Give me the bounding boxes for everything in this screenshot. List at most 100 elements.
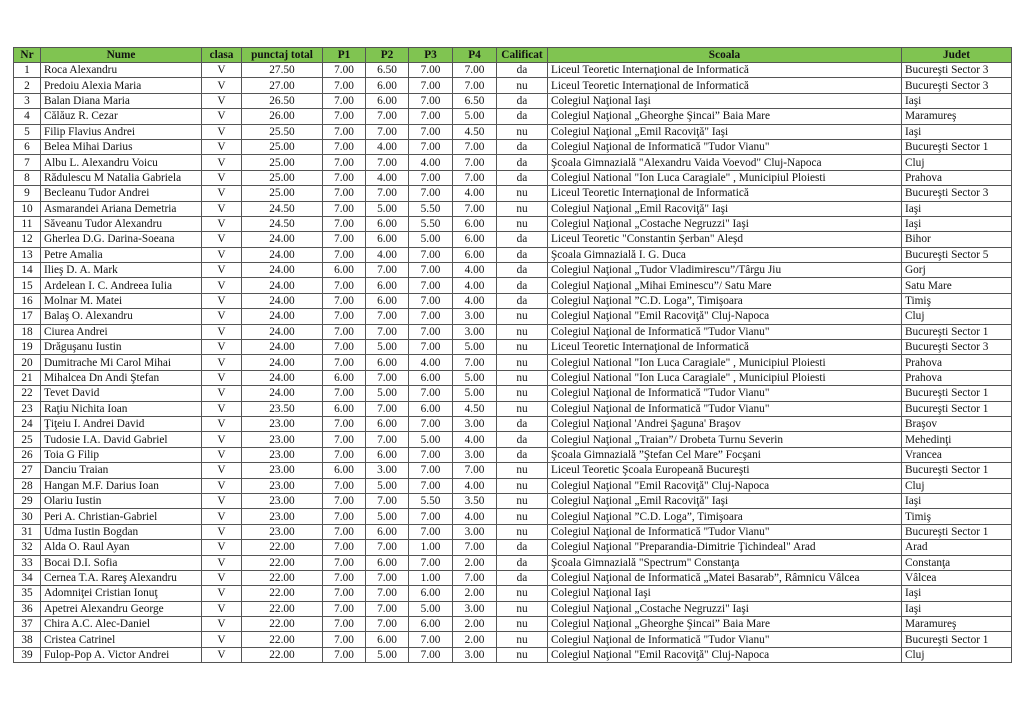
cell-county: Iaşi xyxy=(901,492,1012,510)
cell-p2: 7.00 xyxy=(365,539,409,556)
cell-county: Bucureşti Sector 1 xyxy=(901,523,1012,541)
cell-class: V xyxy=(201,154,242,171)
cell-class: V xyxy=(201,616,242,633)
cell-qualified: da xyxy=(496,292,548,310)
cell-p4: 7.00 xyxy=(452,354,497,371)
cell-county: Bucureşti Sector 1 xyxy=(901,462,1012,479)
column-header-county: Judet xyxy=(901,47,1012,63)
cell-p2: 6.00 xyxy=(365,77,409,94)
cell-class: V xyxy=(201,61,242,79)
cell-nr: 22 xyxy=(13,385,41,402)
cell-class: V xyxy=(201,446,242,464)
cell-p4: 5.00 xyxy=(452,369,497,387)
cell-p4: 4.00 xyxy=(452,508,497,525)
cell-school: Liceul Teoretic Internaţional de Informa… xyxy=(547,77,902,94)
cell-p4: 3.00 xyxy=(452,323,497,341)
results-table: Nr Nume clasa punctaj total P1 P2 P3 P4 Califica… xyxy=(13,47,1012,664)
cell-class: V xyxy=(201,323,242,341)
cell-p3: 7.00 xyxy=(408,385,453,402)
cell-school: Liceul Teoretic "Constantin Şerban" Aleş… xyxy=(547,231,902,248)
cell-school: Colegiul Naţional „Emil Racoviţă" Iaşi xyxy=(547,123,902,140)
table-row: 25 Tudosie I.A. David Gabriel V 23.00 7.00 7.… xyxy=(13,431,1012,448)
cell-p4: 2.00 xyxy=(452,585,497,602)
cell-p4: 7.00 xyxy=(452,569,497,587)
cell-p4: 7.00 xyxy=(452,77,497,94)
cell-total: 25.50 xyxy=(241,123,323,140)
cell-p3: 7.00 xyxy=(408,323,453,341)
cell-class: V xyxy=(201,108,242,125)
cell-p2: 7.00 xyxy=(365,308,409,325)
cell-p4: 3.00 xyxy=(452,646,497,664)
cell-nr: 19 xyxy=(13,339,41,356)
cell-school: Liceul Teoretic Şcoala Europeană Bucureş… xyxy=(547,462,902,479)
cell-p4: 2.00 xyxy=(452,554,497,571)
cell-p2: 5.00 xyxy=(365,477,409,494)
cell-p1: 7.00 xyxy=(322,523,366,541)
cell-p1: 7.00 xyxy=(322,431,366,448)
cell-p3: 7.00 xyxy=(408,108,453,125)
cell-total: 27.50 xyxy=(241,61,323,79)
cell-qualified: da xyxy=(496,92,548,110)
column-header-p2: P2 xyxy=(365,47,409,63)
cell-total: 23.00 xyxy=(241,508,323,525)
cell-nr: 4 xyxy=(13,108,41,125)
cell-class: V xyxy=(201,185,242,202)
cell-total: 24.00 xyxy=(241,385,323,402)
cell-nr: 34 xyxy=(13,569,41,587)
cell-p3: 7.00 xyxy=(408,138,453,156)
cell-qualified: nu xyxy=(496,631,548,648)
cell-qualified: nu xyxy=(496,523,548,541)
cell-name: Ardelean I. C. Andreea Iulia xyxy=(40,277,202,294)
cell-name: Apetrei Alexandru George xyxy=(40,600,202,618)
cell-class: V xyxy=(201,262,242,279)
column-header-class: clasa xyxy=(201,47,242,63)
cell-name: Săveanu Tudor Alexandru xyxy=(40,215,202,233)
cell-school: Colegiul Naţional „Tudor Vladimirescu”/T… xyxy=(547,262,902,279)
cell-county: Bihor xyxy=(901,231,1012,248)
cell-class: V xyxy=(201,415,242,433)
table-row: 3 Balan Diana Maria V 26.50 7.00 6.00 7.00 6.50… xyxy=(13,92,1012,110)
cell-p1: 7.00 xyxy=(322,92,366,110)
cell-p1: 6.00 xyxy=(322,400,366,417)
cell-p4: 3.00 xyxy=(452,523,497,541)
cell-name: Petre Amalia xyxy=(40,246,202,264)
table-row: 18 Ciurea Andrei V 24.00 7.00 7.00 7.00 3.00 nu C… xyxy=(13,323,1012,341)
cell-p4: 2.00 xyxy=(452,631,497,648)
cell-qualified: da xyxy=(496,415,548,433)
cell-class: V xyxy=(201,646,242,664)
cell-total: 22.00 xyxy=(241,646,323,664)
cell-nr: 21 xyxy=(13,369,41,387)
cell-class: V xyxy=(201,169,242,187)
cell-p1: 7.00 xyxy=(322,231,366,248)
cell-nr: 14 xyxy=(13,262,41,279)
cell-name: Udma Iustin Bogdan xyxy=(40,523,202,541)
cell-total: 23.00 xyxy=(241,415,323,433)
cell-county: Bucureşti Sector 5 xyxy=(901,246,1012,264)
cell-p1: 7.00 xyxy=(322,154,366,171)
cell-qualified: nu xyxy=(496,77,548,94)
cell-p2: 6.00 xyxy=(365,292,409,310)
cell-total: 24.00 xyxy=(241,354,323,371)
cell-school: Colegiul Naţional "Preparandia-Dimitrie … xyxy=(547,539,902,556)
column-header-p4: P4 xyxy=(452,47,497,63)
cell-p3: 7.00 xyxy=(408,77,453,94)
cell-p3: 7.00 xyxy=(408,631,453,648)
cell-nr: 20 xyxy=(13,354,41,371)
cell-class: V xyxy=(201,400,242,417)
cell-name: Fulop-Pop A. Victor Andrei xyxy=(40,646,202,664)
cell-p2: 7.00 xyxy=(365,369,409,387)
cell-county: Vâlcea xyxy=(901,569,1012,587)
cell-p1: 7.00 xyxy=(322,508,366,525)
cell-name: Raţiu Nichita Ioan xyxy=(40,400,202,417)
table-row: 8 Rădulescu M Natalia Gabriela V 25.00 7.00 4… xyxy=(13,169,1012,187)
cell-p2: 7.00 xyxy=(365,154,409,171)
cell-p4: 4.00 xyxy=(452,185,497,202)
cell-county: Bucureşti Sector 3 xyxy=(901,77,1012,94)
cell-p2: 7.00 xyxy=(365,108,409,125)
cell-p1: 7.00 xyxy=(322,200,366,217)
cell-p1: 7.00 xyxy=(322,354,366,371)
cell-p3: 7.00 xyxy=(408,262,453,279)
cell-nr: 27 xyxy=(13,462,41,479)
cell-p2: 7.00 xyxy=(365,492,409,510)
cell-p1: 6.00 xyxy=(322,462,366,479)
